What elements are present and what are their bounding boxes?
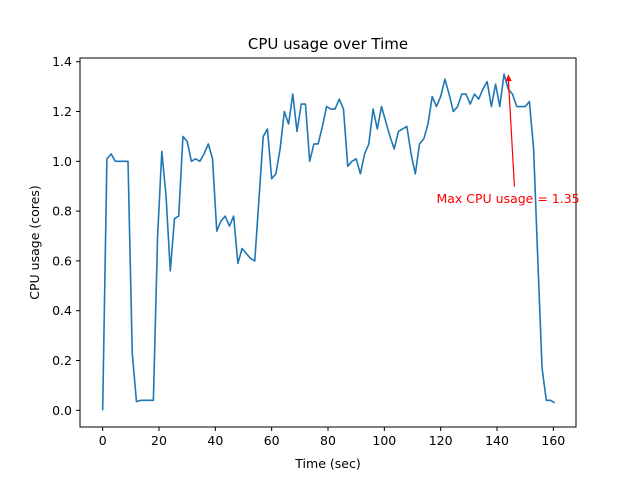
x-tick-label: 160 bbox=[541, 433, 565, 448]
x-tick-label: 140 bbox=[485, 433, 509, 448]
x-tick-label: 100 bbox=[372, 433, 396, 448]
x-tick-label: 60 bbox=[264, 433, 280, 448]
annotation-label: Max CPU usage = 1.35 bbox=[436, 191, 579, 206]
x-axis-label: Time (sec) bbox=[294, 456, 360, 471]
y-tick-label: 1.2 bbox=[52, 104, 72, 119]
x-tick-label: 120 bbox=[429, 433, 453, 448]
y-tick-label: 0.0 bbox=[52, 403, 72, 418]
y-tick-label: 0.2 bbox=[52, 353, 72, 368]
y-axis-label: CPU usage (cores) bbox=[27, 185, 42, 299]
annotation-arrowhead bbox=[505, 74, 512, 82]
x-tick-label: 0 bbox=[99, 433, 107, 448]
series-line bbox=[101, 73, 556, 411]
y-tick-label: 1.0 bbox=[52, 154, 72, 169]
annotation-arrow bbox=[507, 77, 516, 187]
x-axis-ticks: 0 20 40 60 80 100 120 140 160 bbox=[99, 427, 565, 448]
x-tick-label: 80 bbox=[320, 433, 336, 448]
y-tick-label: 0.8 bbox=[52, 204, 72, 219]
x-tick-label: 40 bbox=[207, 433, 223, 448]
chart-title: CPU usage over Time bbox=[248, 35, 408, 53]
plot-area bbox=[101, 73, 556, 411]
y-axis-ticks: 0.0 0.2 0.4 0.6 0.8 1.0 1.2 1.4 bbox=[52, 54, 80, 418]
y-tick-label: 0.6 bbox=[52, 253, 72, 268]
y-tick-label: 0.4 bbox=[52, 303, 72, 318]
max-annotation: Max CPU usage = 1.35 bbox=[436, 74, 580, 206]
x-tick-label: 20 bbox=[151, 433, 167, 448]
y-tick-label: 1.4 bbox=[52, 54, 72, 69]
